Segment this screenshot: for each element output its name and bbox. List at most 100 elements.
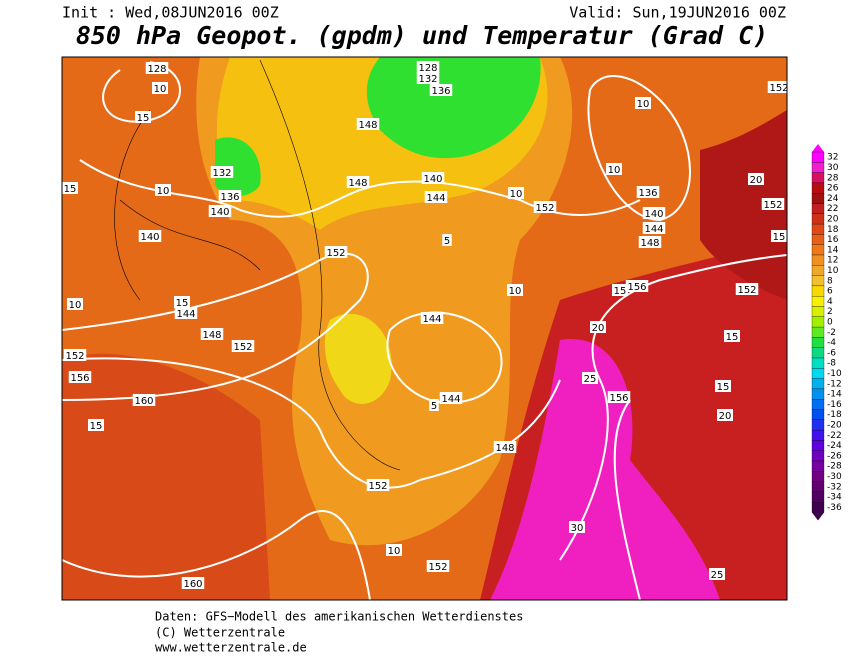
contour-label: 144	[176, 309, 195, 320]
contour-label-box	[761, 198, 785, 210]
contour-label: 10	[637, 99, 650, 110]
contour-label-box	[135, 111, 151, 123]
legend-label: 14	[827, 245, 839, 255]
contour-label: 5	[444, 236, 450, 247]
contour-label: 152	[763, 200, 782, 211]
legend-arrow-top	[812, 144, 824, 152]
cold-region	[366, 57, 541, 159]
legend-swatch	[811, 337, 825, 348]
legend-label: 2	[827, 307, 833, 317]
contour-label: 128	[418, 63, 437, 74]
cold-region	[215, 137, 261, 197]
contour-label-box	[421, 172, 445, 184]
contour-label-box	[210, 166, 234, 178]
legend-swatch	[811, 502, 825, 513]
contour-label: 144	[426, 193, 445, 204]
contour-label: 140	[644, 209, 663, 220]
legend-swatch	[811, 347, 825, 359]
legend-label: 32	[827, 153, 838, 163]
contour-label: 156	[627, 282, 646, 293]
contour-label: 152	[535, 203, 554, 214]
contour-label-box	[174, 296, 190, 308]
legend-swatch	[811, 409, 825, 420]
legend-label: -16	[827, 400, 842, 410]
legend-swatch	[811, 275, 825, 287]
contour-label: 10	[509, 286, 522, 297]
contour-label-box	[612, 284, 628, 296]
contour-label-box	[416, 72, 440, 84]
legend-label: -28	[827, 462, 842, 472]
contour-label-box	[442, 234, 452, 246]
legend-label: -12	[827, 379, 842, 389]
legend-label: -20	[827, 420, 842, 430]
contour-label-box	[533, 201, 557, 213]
legend-swatch	[811, 254, 825, 266]
contour-label: 15	[90, 421, 103, 432]
map-title: 850 hPa Geopot. (gpdm) und Temperatur (G…	[76, 21, 768, 50]
contour-label: 10	[388, 546, 401, 557]
contour-label: 10	[510, 189, 523, 200]
legend-label: 8	[827, 276, 833, 286]
legend-swatch	[811, 399, 825, 410]
legend-label: -24	[827, 441, 842, 451]
legend-swatch	[811, 193, 825, 204]
contour-label: 136	[431, 86, 450, 97]
legend-label: -14	[827, 390, 842, 400]
contour-label: 10	[608, 165, 621, 176]
color-legend: 32302826242220181614121086420-2-4-6-8-10…	[811, 144, 842, 521]
contour-label: 148	[202, 330, 221, 341]
legend-label: 30	[827, 163, 839, 173]
contour-label: 132	[212, 168, 231, 179]
contour-label: 148	[348, 178, 367, 189]
legend-label: 22	[827, 204, 838, 214]
contour-label: 140	[423, 174, 442, 185]
contour-label-box	[416, 61, 440, 73]
contour-label-box	[606, 163, 622, 175]
legend-swatch	[811, 306, 825, 317]
valid-time: Valid: Sun,19JUN2016 00Z	[569, 4, 786, 22]
contour-label: 152	[326, 248, 345, 259]
contour-label: 144	[644, 224, 663, 235]
footer-line: Daten: GFS−Modell des amerikanischen Wet…	[155, 610, 523, 624]
legend-swatch	[811, 182, 825, 194]
legend-swatch	[811, 244, 825, 256]
legend-swatch	[811, 368, 825, 379]
contour-label: 136	[220, 192, 239, 203]
warm-region	[62, 353, 270, 600]
contour-label-box	[735, 283, 759, 295]
contour-label-box	[62, 182, 78, 194]
legend-label: -22	[827, 431, 842, 441]
map-frame	[61, 56, 788, 601]
legend-label: 16	[827, 235, 839, 245]
contour-label-box	[138, 230, 162, 242]
contour-label-box	[386, 544, 402, 556]
contour-label: 132	[418, 74, 437, 85]
contour-label: 30	[571, 523, 584, 534]
contour-label-box	[67, 298, 83, 310]
contour-label: 156	[609, 393, 628, 404]
contour-label-box	[174, 307, 198, 319]
legend-label: 20	[827, 214, 839, 224]
contour-label-box	[642, 222, 666, 234]
legend-swatch	[811, 223, 825, 235]
contour-label-box	[771, 230, 787, 242]
legend-label: -34	[827, 493, 842, 503]
contour-label: 148	[358, 120, 377, 131]
legend-label: -30	[827, 472, 842, 482]
legend-swatch	[811, 203, 825, 214]
legend-label: -36	[827, 503, 842, 513]
contour-label-box	[748, 173, 764, 185]
contour-label-box	[200, 328, 224, 340]
legend-swatch	[811, 481, 825, 493]
legend-label: -2	[827, 328, 836, 338]
contour-label: 20	[750, 175, 763, 186]
isohypse	[587, 75, 691, 222]
legend-label: -10	[827, 369, 842, 379]
contour-label: 15	[614, 286, 627, 297]
contour-label: 136	[638, 188, 657, 199]
contour-label-box	[590, 321, 606, 333]
contour-label: 152	[769, 83, 788, 94]
legend-label: -4	[827, 338, 836, 348]
contour-label-box	[231, 340, 255, 352]
